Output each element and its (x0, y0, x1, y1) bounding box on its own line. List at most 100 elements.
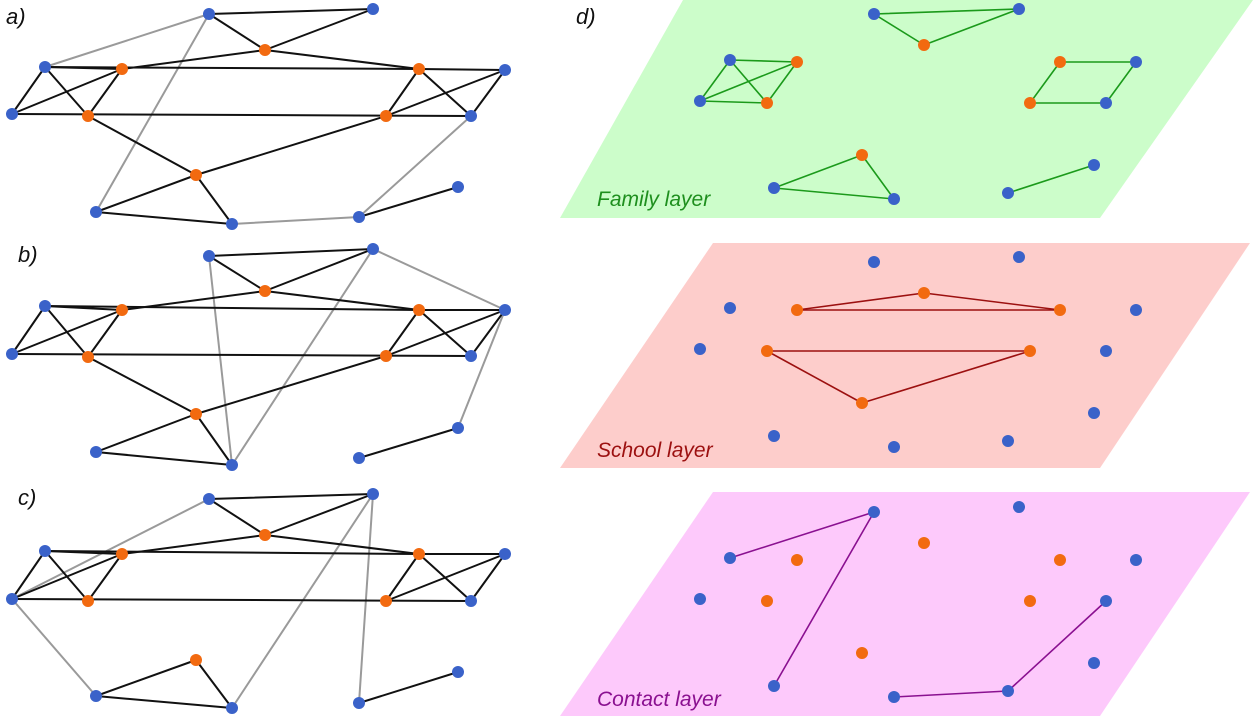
link-edge (264, 493, 374, 536)
link-edge (470, 553, 506, 602)
link-edge (87, 356, 197, 415)
link-edge (385, 553, 506, 602)
person-node (724, 552, 736, 564)
person-node (499, 548, 511, 560)
link-edge (264, 8, 374, 51)
person-node (888, 193, 900, 205)
school-member-node (791, 554, 803, 566)
person-node (1100, 595, 1112, 607)
person-node (1013, 3, 1025, 15)
school-member-node (380, 350, 392, 362)
panel-b-edges (11, 248, 506, 466)
person-node (367, 488, 379, 500)
link-edge (87, 68, 123, 117)
link-edge (264, 534, 420, 555)
panel-b-nodes (6, 243, 511, 471)
school-member-node (1024, 345, 1036, 357)
link-edge (11, 553, 123, 600)
person-node (452, 666, 464, 678)
person-node (452, 181, 464, 193)
person-node (39, 300, 51, 312)
family-edge (923, 8, 1020, 46)
person-node (1013, 501, 1025, 513)
school-member-node (190, 654, 202, 666)
link-edge (385, 309, 420, 357)
school-member-node (918, 537, 930, 549)
school-layer-plane (560, 243, 1250, 468)
school-member-node (413, 548, 425, 560)
person-node (226, 702, 238, 714)
link-edge (95, 211, 233, 225)
contact-layer-edges (729, 511, 1107, 698)
tie-edge (372, 248, 506, 311)
contact-edge (773, 511, 875, 687)
link-edge (11, 309, 123, 355)
person-node (694, 343, 706, 355)
school-member-node (918, 287, 930, 299)
link-edge (87, 115, 197, 176)
link-edge (95, 174, 197, 213)
school-member-node (259, 285, 271, 297)
link-edge (44, 550, 123, 555)
person-node (1088, 407, 1100, 419)
tie-edge (11, 598, 97, 697)
link-edge (195, 413, 233, 466)
school-member-node (82, 110, 94, 122)
person-node (1100, 97, 1112, 109)
school-member-node (1054, 304, 1066, 316)
family-edge (773, 187, 895, 200)
school-member-node (761, 595, 773, 607)
link-edge (195, 355, 387, 415)
school-member-node (1024, 97, 1036, 109)
person-node (203, 493, 215, 505)
family-edge (729, 59, 798, 63)
person-node (868, 506, 880, 518)
person-node (452, 422, 464, 434)
school-member-node (116, 63, 128, 75)
person-node (39, 545, 51, 557)
link-edge (208, 13, 266, 51)
person-node (768, 430, 780, 442)
person-node (90, 690, 102, 702)
panel-label-d: d) (576, 4, 596, 29)
family-edge (773, 154, 863, 189)
tie-edge (231, 248, 374, 466)
panel-label-b: b) (18, 242, 38, 267)
link-edge (87, 553, 123, 602)
person-node (353, 697, 365, 709)
tie-edge (95, 13, 210, 213)
school-edge (796, 292, 925, 311)
contact-layer: Contact layer (560, 492, 1250, 716)
school-member-node (380, 595, 392, 607)
family-layer-label: Family layer (597, 188, 711, 211)
school-member-node (190, 408, 202, 420)
link-edge (264, 290, 420, 311)
school-member-node (413, 63, 425, 75)
person-node (226, 218, 238, 230)
tie-edge (44, 13, 210, 68)
panel-c-nodes (6, 488, 511, 714)
person-node (367, 3, 379, 15)
link-edge (11, 550, 46, 600)
school-member-node (856, 149, 868, 161)
link-edge (121, 49, 266, 70)
family-edge (766, 61, 798, 104)
person-node (1100, 345, 1112, 357)
link-edge (95, 695, 233, 709)
link-edge (358, 186, 459, 218)
panel-a-nodes (6, 3, 511, 230)
person-node (724, 54, 736, 66)
person-node (499, 304, 511, 316)
tie-edge (11, 498, 210, 600)
family-edge (699, 100, 768, 104)
link-edge (385, 309, 506, 357)
panel-a-edges (11, 8, 506, 225)
link-edge (358, 427, 459, 459)
person-node (694, 593, 706, 605)
person-node (203, 8, 215, 20)
person-node (1130, 304, 1142, 316)
school-member-node (82, 595, 94, 607)
school-member-node (259, 529, 271, 541)
person-node (768, 182, 780, 194)
link-edge (87, 309, 123, 358)
